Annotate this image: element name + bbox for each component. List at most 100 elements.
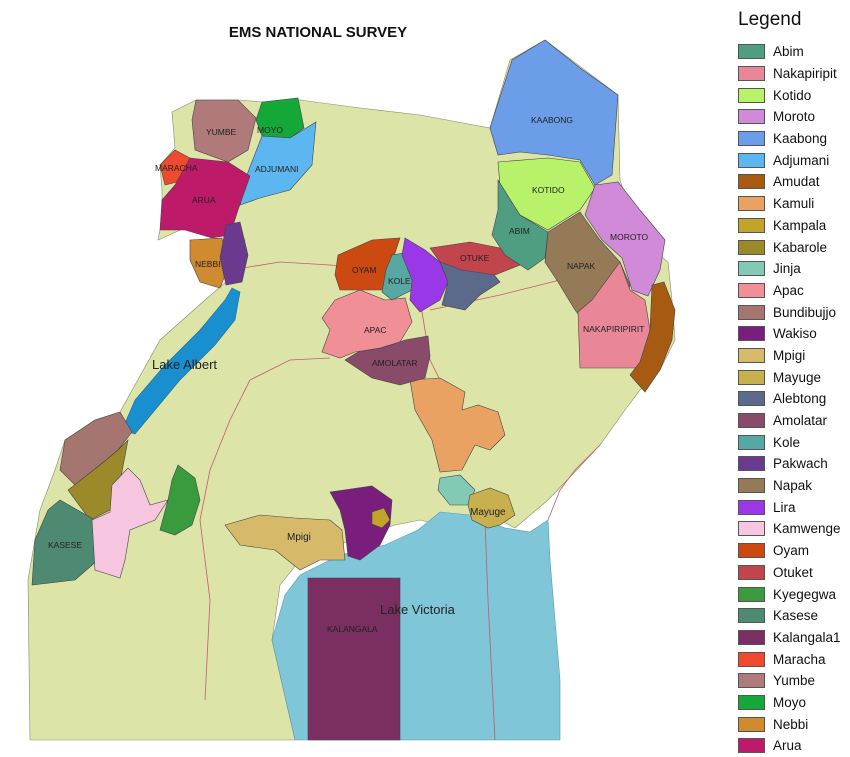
- legend-label: Mpigi: [773, 347, 806, 363]
- legend-item: Napak: [732, 475, 850, 497]
- legend-label: Kotido: [773, 87, 812, 103]
- legend-label: Amudat: [773, 174, 820, 190]
- label-lake-victoria: Lake Victoria: [380, 602, 456, 617]
- legend-item: Jinja: [732, 258, 850, 280]
- legend-item: Nakapiripit: [732, 63, 850, 85]
- district-mpigi: [224, 514, 346, 571]
- legend-item: Oyam: [732, 540, 850, 562]
- district-moroto: [584, 181, 666, 297]
- district-arua: [159, 157, 251, 239]
- district-nakapiripit: [577, 261, 651, 369]
- label-otuke: OTUKE: [460, 253, 490, 263]
- district-nebbi: [189, 237, 229, 289]
- legend-item: Apac: [732, 280, 850, 302]
- district-mayuge: [467, 487, 516, 529]
- legend-label: Kaabong: [773, 131, 828, 147]
- legend-swatch: [738, 282, 765, 298]
- district-yumbe: [191, 99, 257, 163]
- legend-swatch: [738, 239, 765, 255]
- legend-items: Abim Nakapiripit Kotido Moroto Kaabong Adjuma…: [732, 41, 850, 757]
- legend-swatch: [738, 716, 765, 732]
- legend-item: Abim: [732, 41, 850, 63]
- legend-item: Pakwach: [732, 453, 850, 475]
- legend-label: Kyegegwa: [773, 586, 837, 602]
- legend-label: Napak: [773, 478, 813, 494]
- legend-item: Bundibujjo: [732, 301, 850, 323]
- legend-label: Kamwenge: [773, 521, 841, 537]
- legend-item: Mpigi: [732, 345, 850, 367]
- legend-swatch: [738, 131, 765, 147]
- label-napak: NAPAK: [567, 261, 596, 271]
- legend-item: Mayuge: [732, 366, 850, 388]
- legend-swatch: [738, 564, 765, 580]
- legend-swatch: [738, 44, 765, 60]
- legend-item: Moroto: [732, 106, 850, 128]
- legend-label: Kabarole: [773, 239, 828, 255]
- legend-label: Mayuge: [773, 369, 822, 385]
- legend-swatch: [738, 608, 765, 624]
- legend-title: Legend: [738, 9, 802, 30]
- legend-item: Yumbe: [732, 670, 850, 692]
- legend-swatch: [738, 391, 765, 407]
- legend-swatch: [738, 586, 765, 602]
- legend-label: Abim: [773, 44, 804, 60]
- legend-label: Kole: [773, 434, 801, 450]
- legend-label: Otuket: [773, 564, 813, 580]
- legend-swatch: [738, 521, 765, 537]
- district-kaabong: [489, 39, 619, 186]
- legend-label: Pakwach: [773, 456, 828, 472]
- label-amolatar: AMOLATAR: [372, 358, 418, 368]
- legend-label: Adjumani: [773, 152, 830, 168]
- label-adjumani: ADJUMANI: [255, 164, 298, 174]
- map-title: EMS NATIONAL SURVEY: [228, 24, 408, 41]
- label-kole: KOLE: [388, 276, 411, 286]
- legend-label: Maracha: [773, 651, 826, 667]
- legend-label: Amolatar: [773, 413, 828, 429]
- district-kalangala: [307, 577, 401, 741]
- legend-swatch: [738, 673, 765, 689]
- legend-item: Kampala: [732, 215, 850, 237]
- label-arua: ARUA: [192, 195, 216, 205]
- label-apac: APAC: [364, 325, 387, 335]
- legend-item: Kamwenge: [732, 518, 850, 540]
- legend-label: Oyam: [773, 543, 810, 559]
- legend-label: Lira: [773, 499, 796, 515]
- legend-swatch: [738, 87, 765, 103]
- district-kasese: [31, 499, 99, 586]
- legend-swatch: [738, 261, 765, 277]
- district-kamwenge: [91, 467, 169, 579]
- label-moyo: MOYO: [257, 125, 283, 135]
- district-apac: [321, 289, 413, 359]
- legend-label: Jinja: [773, 261, 801, 277]
- legend-swatch: [738, 478, 765, 494]
- legend-label: Arua: [773, 738, 802, 754]
- legend-swatch: [738, 217, 765, 233]
- legend-item: Nebbi: [732, 713, 850, 735]
- legend-label: Moyo: [773, 694, 807, 710]
- legend-label: Alebtong: [773, 391, 827, 407]
- legend-item: Kabarole: [732, 236, 850, 258]
- legend-item: Kalangala1: [732, 627, 850, 649]
- legend-label: Nakapiripit: [773, 66, 837, 82]
- legend-label: Kamuli: [773, 196, 815, 212]
- label-nakapiripit: NAKAPIRIPIRIT: [583, 324, 644, 334]
- legend-label: Bundibujjo: [773, 304, 837, 320]
- legend-swatch: [738, 347, 765, 363]
- label-mayuge: Mayuge: [470, 507, 506, 518]
- district-wakiso: [329, 485, 393, 561]
- district-kampala: [371, 507, 391, 529]
- legend-label: Kampala: [773, 217, 827, 233]
- legend-item: Otuket: [732, 562, 850, 584]
- label-kaabong: KAABONG: [531, 115, 573, 125]
- label-abim: ABIM: [509, 226, 530, 236]
- legend-swatch: [738, 152, 765, 168]
- legend-swatch: [738, 369, 765, 385]
- legend-item: Kotido: [732, 84, 850, 106]
- legend-item: Moyo: [732, 692, 850, 714]
- legend-label: Nebbi: [773, 716, 809, 732]
- legend-swatch: [738, 738, 765, 754]
- legend: Legend Abim Nakapiripit Kotido Moroto Kaabon…: [732, 8, 850, 757]
- district-kamuli: [409, 377, 506, 473]
- legend-item: Kole: [732, 431, 850, 453]
